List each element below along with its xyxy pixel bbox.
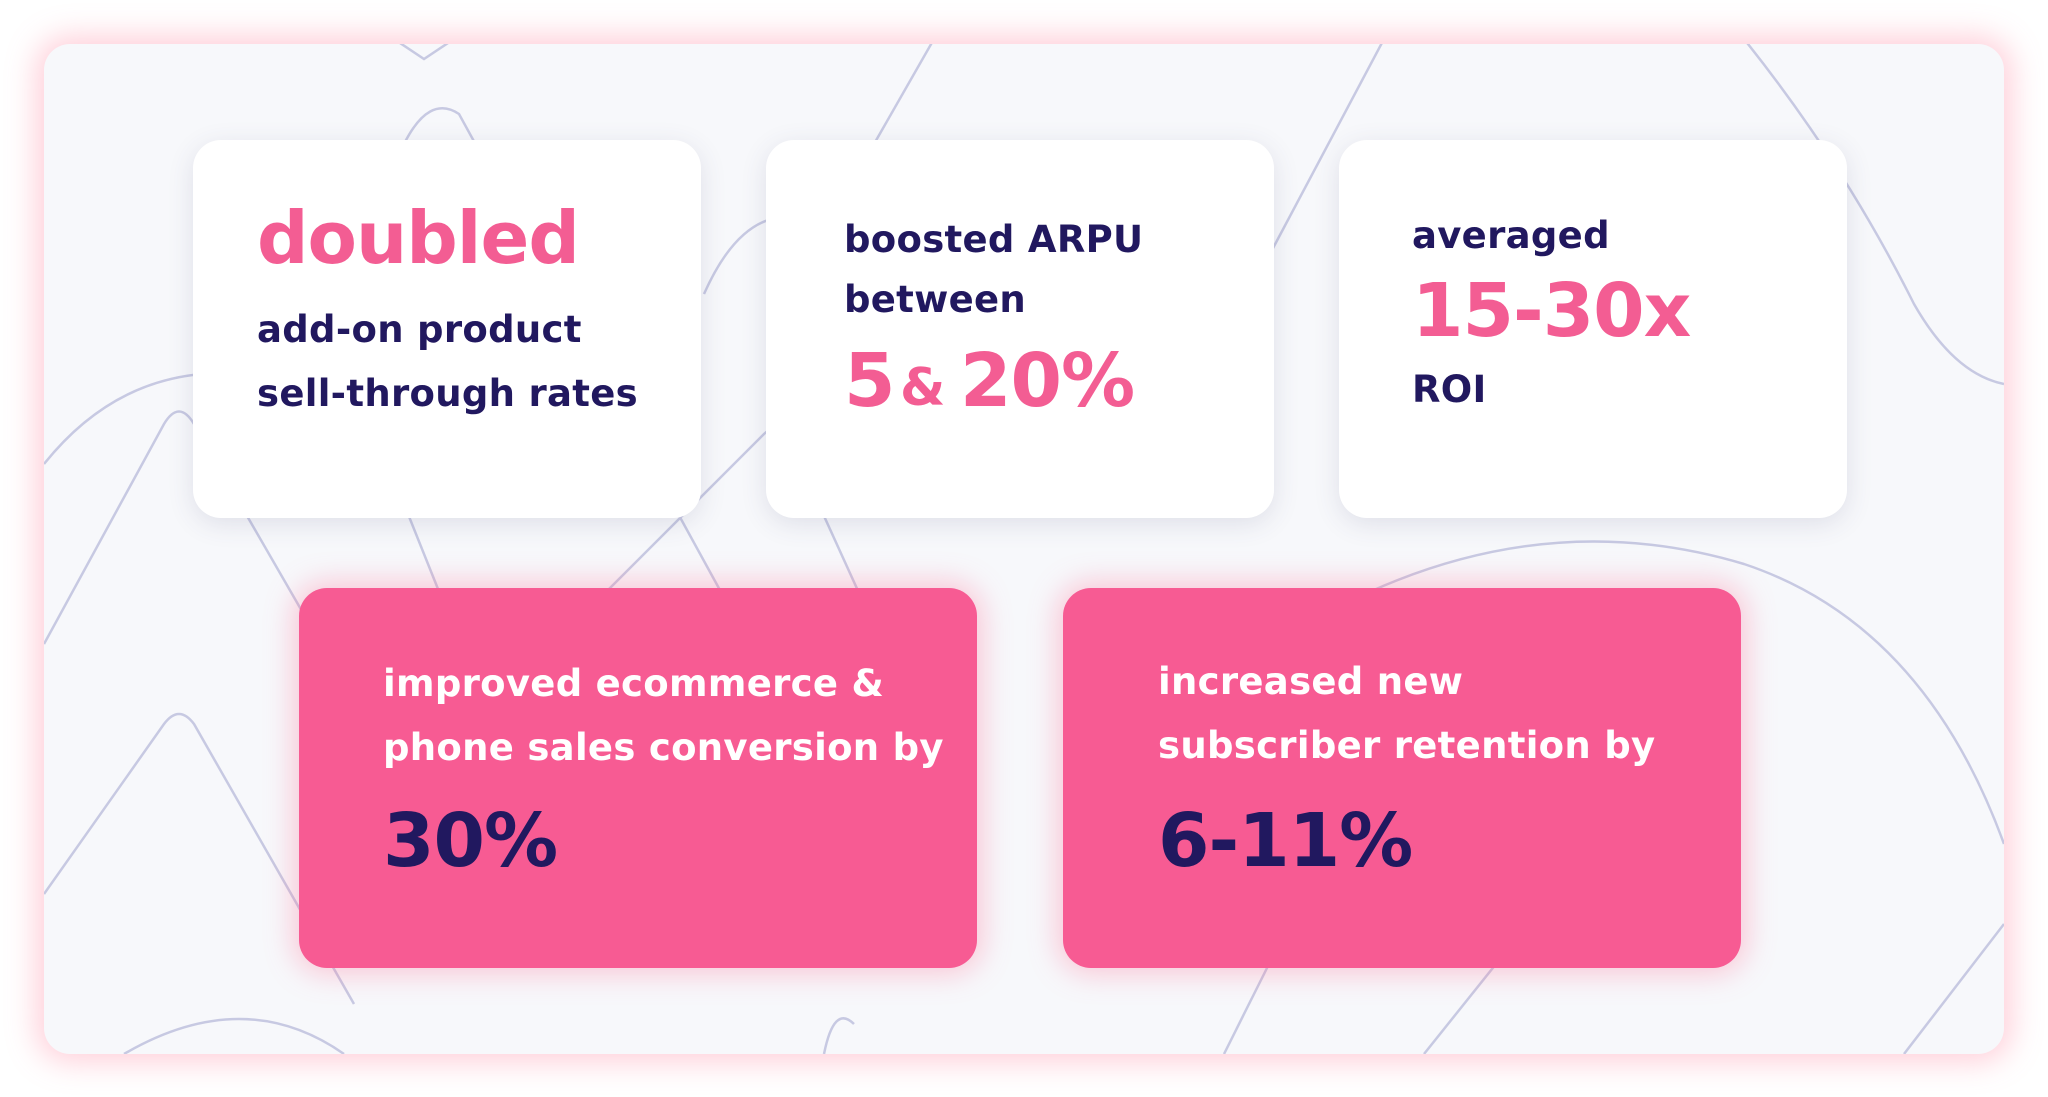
stat-value: 6-11% bbox=[1158, 798, 1413, 884]
stat-value-high: 20% bbox=[960, 338, 1135, 424]
stat-value-low: 5 bbox=[844, 338, 895, 424]
stat-label-line2: phone sales conversion by bbox=[383, 726, 944, 769]
stat-label-line2: ROI bbox=[1412, 368, 1487, 411]
stat-headline: 15-30x bbox=[1412, 268, 1691, 354]
stat-label-line2: sell-through rates bbox=[257, 372, 639, 415]
stat-card-retention: increased new subscriber retention by 6-… bbox=[1063, 588, 1741, 968]
stat-label-line1: averaged bbox=[1412, 214, 1610, 257]
stat-card-conversion: improved ecommerce & phone sales convers… bbox=[299, 588, 977, 968]
stat-value: 30% bbox=[383, 798, 558, 884]
stat-card-roi: averaged 15-30x ROI bbox=[1339, 140, 1847, 518]
stat-value-joiner: & bbox=[900, 358, 946, 418]
stat-label-line1: add-on product bbox=[257, 308, 582, 351]
stat-label-line2: subscriber retention by bbox=[1158, 724, 1656, 767]
stat-headline: doubled bbox=[257, 196, 580, 280]
background-line-pattern bbox=[44, 44, 2004, 1054]
stats-panel: doubled add-on product sell-through rate… bbox=[44, 44, 2004, 1054]
stat-label-line1: improved ecommerce & bbox=[383, 662, 885, 705]
stat-card-sell-through: doubled add-on product sell-through rate… bbox=[193, 140, 701, 518]
stat-label-line1: boosted ARPU bbox=[844, 218, 1144, 261]
stat-card-arpu: boosted ARPU between 5 & 20% bbox=[766, 140, 1274, 518]
stat-label-line1: increased new bbox=[1158, 660, 1464, 703]
stat-label-line2: between bbox=[844, 278, 1027, 321]
